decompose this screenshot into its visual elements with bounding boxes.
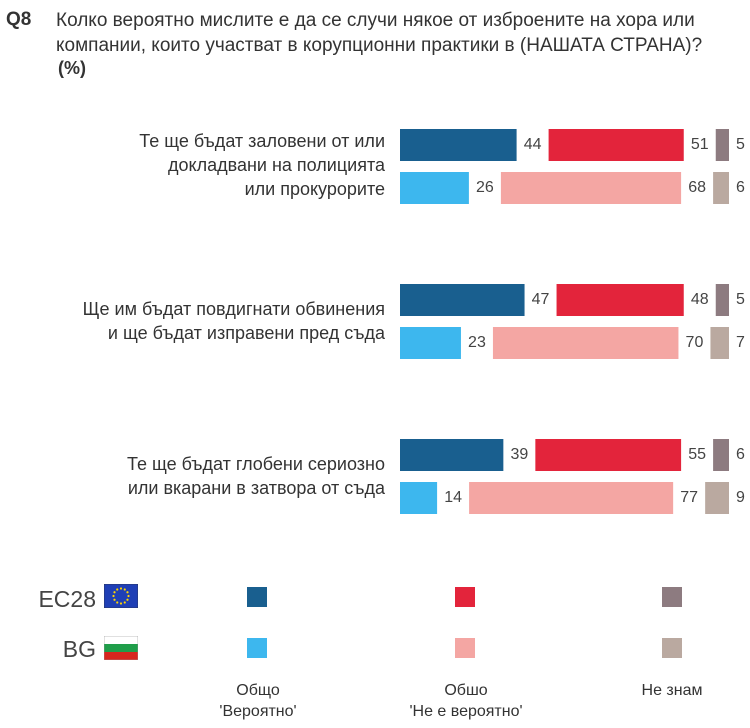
bar-ec28-unlikely-1 xyxy=(548,129,684,161)
legend-label-line: Не знам xyxy=(641,682,703,699)
legend-swatch-ec28-unlikely xyxy=(455,587,475,607)
value-label-bg-unlikely-1: 68 xyxy=(688,179,706,196)
eu-flag-star xyxy=(126,598,129,601)
bar-ec28-unlikely-3 xyxy=(535,439,682,471)
eu-flag-star xyxy=(113,591,116,594)
bar-bg-dont-know-2 xyxy=(710,327,729,359)
legend-label-dont-know: Не знам xyxy=(592,680,750,701)
bar-bg-dont-know-3 xyxy=(705,482,729,514)
legend-label-line: 'Вероятно' xyxy=(219,703,297,720)
legend-code-ec28: EC28 xyxy=(38,586,96,612)
legend-label-unlikely: Обшо 'Не е вероятно' xyxy=(386,680,546,722)
eu-flag-star xyxy=(112,594,115,598)
bar-ec28-dont-know-2 xyxy=(715,284,729,316)
bar-bg-unlikely-3 xyxy=(469,482,674,514)
value-label-ec28-likely-1: 44 xyxy=(524,136,542,153)
value-label-bg-likely-1: 26 xyxy=(476,179,494,196)
value-label-ec28-dont-know-3: 6 xyxy=(736,446,745,463)
bar-ec28-dont-know-1 xyxy=(715,129,729,161)
legend-swatch-ec28-likely xyxy=(247,587,267,607)
question-number: Q8 xyxy=(6,9,32,30)
bar-bg-unlikely-1 xyxy=(500,172,682,204)
value-label-bg-dont-know-3: 9 xyxy=(736,489,745,506)
eu-flag-star xyxy=(119,602,123,605)
bar-ec28-likely-1 xyxy=(400,129,517,161)
value-label-bg-dont-know-2: 7 xyxy=(736,334,745,351)
eu-flag-star xyxy=(123,601,126,604)
bar-ec28-likely-2 xyxy=(400,284,525,316)
eu-flag-star xyxy=(116,588,119,591)
value-label-ec28-unlikely-2: 48 xyxy=(691,291,709,308)
value-label-ec28-likely-3: 39 xyxy=(510,446,528,463)
eu-flag-icon xyxy=(104,584,138,608)
legend-swatch-bg-likely xyxy=(247,638,267,658)
bar-ec28-likely-3 xyxy=(400,439,504,471)
bar-ec28-unlikely-2 xyxy=(556,284,684,316)
value-label-ec28-likely-2: 47 xyxy=(532,291,550,308)
legend-swatch-ec28-dont-know xyxy=(662,587,682,607)
bar-bg-dont-know-1 xyxy=(713,172,729,204)
question-unit: (%) xyxy=(58,58,86,78)
value-label-bg-dont-know-1: 6 xyxy=(736,179,745,196)
legend-row-bg: BG xyxy=(0,628,750,668)
legend-label-line: Обшо xyxy=(444,682,488,699)
eu-flag-star xyxy=(127,594,130,598)
value-label-ec28-dont-know-2: 5 xyxy=(736,291,745,308)
category-label-line: Те ще бъдат глобени сериозно xyxy=(126,454,385,474)
bar-bg-likely-3 xyxy=(400,482,438,514)
bg-flag-icon xyxy=(104,636,138,660)
eu-flag-star xyxy=(113,598,116,601)
value-label-ec28-unlikely-1: 51 xyxy=(691,136,709,153)
bar-chart: 44 51 5 47 48 5 39 55 6 26 68 6 23 70 7 14 77 9 xyxy=(400,129,745,514)
legend-label-line: 'Не е вероятно' xyxy=(409,703,523,720)
eu-flag-star xyxy=(119,587,123,590)
category-label-line: или вкарани в затвора от съда xyxy=(127,478,385,498)
legend-code-bg: BG xyxy=(62,636,96,662)
category-label-line: докладвани на полицията xyxy=(167,155,385,175)
eu-flag-star xyxy=(116,601,119,604)
bar-bg-likely-1 xyxy=(400,172,469,204)
legend-label-line: Общо xyxy=(236,682,280,699)
legend-label-likely: Общо 'Вероятно' xyxy=(178,680,338,722)
category-label-line: и ще бъдат изправени пред съда xyxy=(107,323,385,343)
value-label-bg-unlikely-3: 77 xyxy=(680,489,698,506)
eu-flag-star xyxy=(123,588,126,591)
value-label-ec28-unlikely-3: 55 xyxy=(688,446,706,463)
value-label-ec28-dont-know-1: 5 xyxy=(736,136,745,153)
bar-bg-likely-2 xyxy=(400,327,461,359)
category-label-line: Те ще бъдат заловени от или xyxy=(139,131,385,151)
legend-swatch-bg-dont-know xyxy=(662,638,682,658)
category-label-2: Ще им бъдат повдигнати обвинения и ще бъ… xyxy=(45,297,385,345)
value-label-bg-likely-2: 23 xyxy=(468,334,486,351)
question-text: Колко вероятно мислите е да се случи няк… xyxy=(56,10,703,56)
category-label-3: Те ще бъдат глобени сериозно или вкарани… xyxy=(45,452,385,500)
category-label-line: Ще им бъдат повдигнати обвинения xyxy=(82,299,385,319)
eu-flag-star xyxy=(126,591,129,594)
bar-bg-unlikely-2 xyxy=(492,327,679,359)
legend-row-ec28: EC28 xyxy=(0,577,750,617)
value-label-bg-unlikely-2: 70 xyxy=(686,334,704,351)
category-label-line: или прокурорите xyxy=(244,179,385,199)
bar-ec28-dont-know-3 xyxy=(713,439,729,471)
legend-swatch-bg-unlikely xyxy=(455,638,475,658)
category-label-1: Те ще бъдат заловени от или докладвани н… xyxy=(45,129,385,201)
value-label-bg-likely-3: 14 xyxy=(444,489,462,506)
